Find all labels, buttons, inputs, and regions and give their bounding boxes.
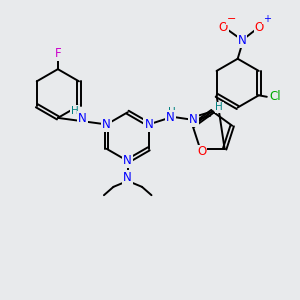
Text: N: N (78, 112, 87, 125)
Text: O: O (254, 21, 264, 34)
Text: −: − (226, 14, 236, 24)
Text: N: N (166, 110, 175, 124)
Text: F: F (55, 47, 61, 60)
Text: N: N (144, 118, 153, 131)
Text: N: N (189, 113, 198, 126)
Text: N: N (123, 171, 132, 184)
Text: H: H (215, 103, 223, 112)
Text: N: N (102, 118, 111, 131)
Text: +: + (263, 14, 271, 24)
Text: N: N (238, 34, 247, 47)
Text: H: H (168, 107, 176, 117)
Text: O: O (219, 21, 228, 34)
Text: Cl: Cl (269, 90, 281, 103)
Text: O: O (197, 146, 206, 158)
Text: N: N (123, 154, 132, 167)
Text: H: H (71, 106, 79, 116)
